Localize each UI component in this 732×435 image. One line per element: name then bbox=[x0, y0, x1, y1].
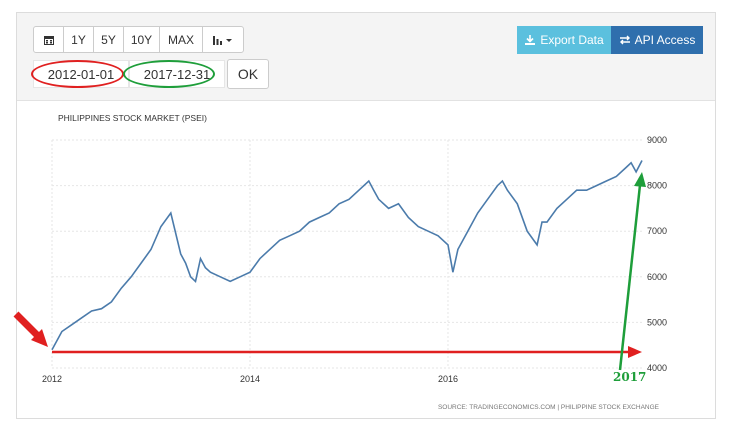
api-access-button[interactable]: API Access bbox=[611, 26, 703, 54]
y-tick-label: 6000 bbox=[647, 272, 667, 282]
y-tick-label: 4000 bbox=[647, 363, 667, 373]
chart-type-button[interactable] bbox=[202, 26, 244, 53]
y-tick-label: 7000 bbox=[647, 226, 667, 236]
x-tick-label: 2014 bbox=[240, 374, 260, 384]
range-button-group: 1Y 5Y 10Y MAX bbox=[33, 26, 244, 53]
range-5y-button[interactable]: 5Y bbox=[93, 26, 124, 53]
api-access-label: API Access bbox=[634, 33, 696, 47]
end-date-highlight bbox=[123, 60, 215, 88]
range-10y-button[interactable]: 10Y bbox=[123, 26, 160, 53]
exchange-icon bbox=[619, 35, 630, 45]
chart-source: SOURCE: TRADINGECONOMICS.COM | PHILIPPIN… bbox=[438, 404, 660, 411]
y-tick-label: 9000 bbox=[647, 135, 667, 145]
range-max-button[interactable]: MAX bbox=[159, 26, 203, 53]
export-data-label: Export Data bbox=[540, 33, 604, 47]
year-annotation-label: 2017 bbox=[613, 370, 646, 384]
caret-down-icon bbox=[226, 38, 232, 42]
ok-button[interactable]: OK bbox=[227, 59, 269, 89]
bar-chart-icon bbox=[213, 35, 232, 45]
series-line bbox=[51, 160, 643, 351]
x-tick-label: 2012 bbox=[42, 374, 62, 384]
up-arrow-annotation bbox=[618, 172, 646, 371]
chart-toolbar: 1Y 5Y 10Y MAX 2012-01-01 2017-12-31 OK bbox=[17, 13, 715, 101]
start-arrow-annotation bbox=[13, 311, 48, 347]
y-tick-label: 8000 bbox=[647, 181, 667, 191]
export-data-button[interactable]: Export Data bbox=[517, 26, 611, 54]
y-tick-label: 5000 bbox=[647, 317, 667, 327]
horizontal-arrow-annotation bbox=[52, 346, 642, 358]
calendar-icon bbox=[43, 35, 54, 45]
download-icon bbox=[525, 35, 536, 45]
chart-title: PHILIPPINES STOCK MARKET (PSEI) bbox=[58, 113, 207, 123]
x-tick-label: 2016 bbox=[438, 374, 458, 384]
